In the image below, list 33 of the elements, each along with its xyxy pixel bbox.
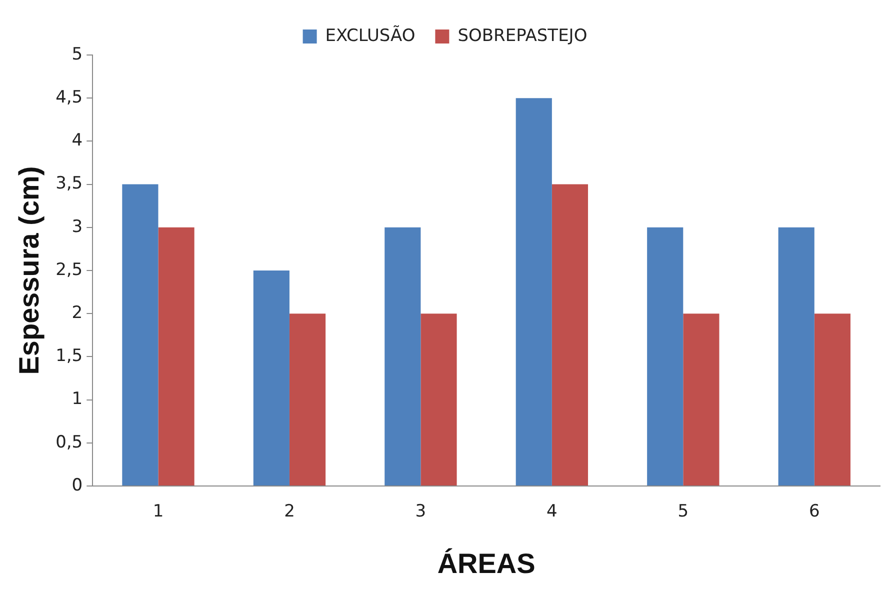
y-axis-title: Espessura (cm) xyxy=(14,166,45,375)
bar xyxy=(814,314,850,486)
bar xyxy=(552,184,588,486)
bar xyxy=(253,270,290,486)
y-tick-label: 0 xyxy=(72,475,83,496)
y-tick-label: 3,5 xyxy=(56,174,83,194)
y-tick-label: 2,5 xyxy=(56,260,83,280)
y-tick-label: 0,5 xyxy=(56,432,83,452)
bar xyxy=(289,314,326,486)
x-tick-label: 2 xyxy=(284,502,295,522)
y-tick-label: 1,5 xyxy=(56,346,83,366)
x-tick-label: 3 xyxy=(415,502,426,522)
bar xyxy=(122,184,158,486)
bar xyxy=(647,227,684,486)
bar xyxy=(384,227,421,486)
bar xyxy=(683,314,720,486)
bar xyxy=(778,227,814,486)
y-tick-label: 1 xyxy=(72,389,83,410)
legend-label: EXCLUSÃO xyxy=(325,24,416,46)
x-axis-title: ÁREAS xyxy=(437,548,536,579)
x-tick-label: 5 xyxy=(678,502,689,522)
y-tick-label: 4 xyxy=(72,130,83,151)
y-tick-label: 3 xyxy=(72,216,83,237)
legend-label: SOBREPASTEJO xyxy=(458,26,588,46)
y-tick-label: 4,5 xyxy=(56,88,83,108)
x-tick-label: 6 xyxy=(808,502,820,522)
x-tick-label: 1 xyxy=(152,502,164,522)
bar xyxy=(516,98,552,486)
bar xyxy=(158,227,194,486)
y-tick-label: 2 xyxy=(72,303,83,324)
x-tick-label: 4 xyxy=(546,502,558,522)
y-tick-label: 5 xyxy=(72,44,83,64)
bar xyxy=(420,314,457,486)
